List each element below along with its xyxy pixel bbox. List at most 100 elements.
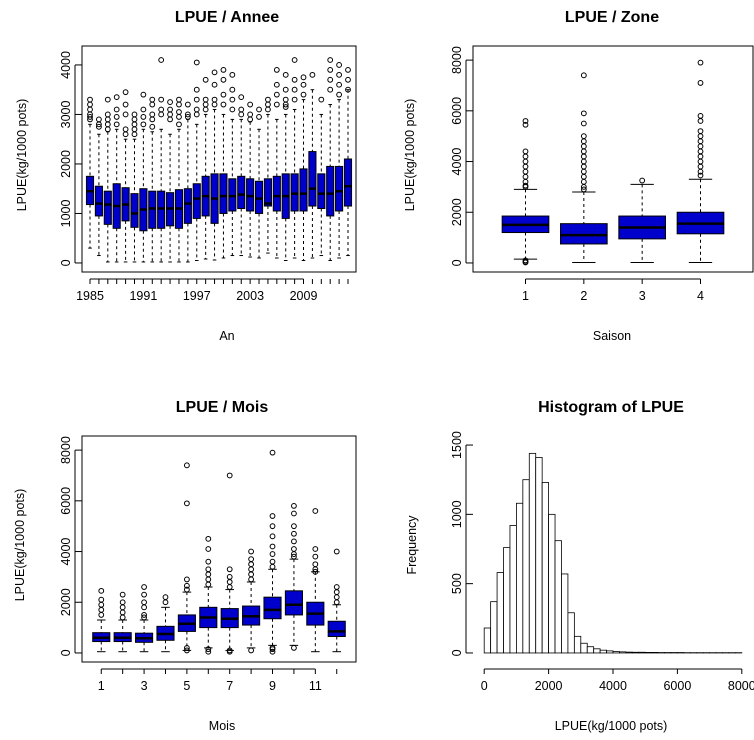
histogram-bar xyxy=(631,651,640,654)
outlier-point xyxy=(211,96,218,103)
x-axis-label: LPUE(kg/1000 pots) xyxy=(555,719,668,733)
outlier-point xyxy=(697,158,704,165)
outlier-point xyxy=(119,591,126,598)
outlier-point xyxy=(580,143,587,150)
outlier-point xyxy=(248,561,255,568)
outlier-point xyxy=(183,462,190,469)
x-tick-label: 5 xyxy=(183,679,190,693)
histogram-bar xyxy=(606,650,614,654)
histogram-bar xyxy=(528,452,537,654)
outlier-point xyxy=(158,96,165,103)
outlier-point xyxy=(269,513,276,519)
y-tick-label: 500 xyxy=(450,573,464,594)
outlier-point xyxy=(220,91,227,98)
outlier-point xyxy=(158,57,165,63)
outlier-point xyxy=(131,116,138,123)
box xyxy=(219,173,228,214)
y-tick-label: 3000 xyxy=(59,100,73,128)
outlier-point xyxy=(697,163,704,170)
outlier-point xyxy=(220,76,227,83)
x-tick-label: 11 xyxy=(309,679,322,693)
histogram-bar xyxy=(503,547,511,654)
x-tick-label: 1985 xyxy=(76,289,104,303)
plot-frame xyxy=(81,45,357,273)
outlier-point xyxy=(87,101,93,108)
outlier-point xyxy=(269,563,276,570)
outlier-point xyxy=(167,116,173,123)
x-tick-label: 0 xyxy=(481,679,488,693)
outlier-point xyxy=(96,121,102,128)
y-tick-label: 2000 xyxy=(59,588,73,616)
outlier-point xyxy=(205,546,212,552)
outlier-point xyxy=(211,81,218,88)
outlier-point xyxy=(140,106,147,113)
outlier-point xyxy=(697,118,704,124)
outlier-point xyxy=(269,543,276,550)
outlier-point xyxy=(226,648,233,655)
outlier-point xyxy=(98,606,105,613)
outlier-point xyxy=(697,138,704,145)
outlier-point xyxy=(580,110,587,117)
outlier-point xyxy=(122,111,129,118)
outlier-point xyxy=(580,133,587,140)
outlier-point xyxy=(522,121,529,128)
panel-lpue-annee: LPUE / Annee An LPUE(kg/1000 pots) 0 1000… xyxy=(15,9,357,343)
outlier-point xyxy=(122,126,129,133)
outlier-point xyxy=(318,96,325,103)
outlier-point xyxy=(580,148,587,155)
outlier-point xyxy=(282,71,289,78)
outlier-point xyxy=(119,614,126,621)
histogram-bar xyxy=(490,601,498,654)
y-tick-label: 8000 xyxy=(450,46,464,74)
box xyxy=(272,175,281,212)
outlier-point xyxy=(226,573,233,580)
outlier-point xyxy=(87,116,93,123)
histogram-bar xyxy=(599,649,607,654)
histogram-bar xyxy=(522,479,530,654)
box xyxy=(327,620,346,637)
outlier-point xyxy=(141,599,147,606)
outlier-point xyxy=(327,57,334,63)
box xyxy=(560,223,608,245)
outlier-point xyxy=(113,114,120,120)
outlier-point xyxy=(300,74,307,81)
outlier-point xyxy=(205,571,212,578)
outlier-point xyxy=(167,99,173,105)
outlier-point xyxy=(248,647,255,654)
outlier-point xyxy=(291,96,298,103)
box xyxy=(263,178,272,207)
outlier-point xyxy=(273,66,280,73)
x-tick-label: 2000 xyxy=(535,679,563,693)
x-tick-label: 8000 xyxy=(728,679,754,693)
outlier-point xyxy=(202,106,209,113)
outlier-point xyxy=(131,111,138,118)
outlier-point xyxy=(333,599,340,606)
y-axis-label: LPUE(kg/1000 pots) xyxy=(15,99,29,212)
y-axis-label: LPUE(kg/1000 pots) xyxy=(403,99,417,212)
y-tick-label: 2000 xyxy=(450,198,464,226)
outlier-point xyxy=(229,86,236,93)
box xyxy=(103,190,112,225)
outlier-point xyxy=(141,612,147,618)
y-tick-label: 0 xyxy=(450,259,464,266)
outlier-point xyxy=(149,101,156,108)
histogram-bar xyxy=(516,502,524,654)
histogram-bar xyxy=(651,652,659,654)
x-tick-label: 9 xyxy=(269,679,276,693)
outlier-point xyxy=(697,153,704,160)
x-tick-label: 1997 xyxy=(183,289,211,303)
outlier-point xyxy=(336,81,342,88)
histogram-bar xyxy=(573,635,582,654)
y-tick-label: 0 xyxy=(59,259,73,266)
box xyxy=(192,183,201,219)
outlier-point xyxy=(282,96,289,103)
outlier-point xyxy=(141,584,147,590)
y-axis-label: Frequency xyxy=(405,515,419,575)
outlier-point xyxy=(522,158,529,165)
chart-title: Histogram of LPUE xyxy=(538,399,684,416)
plot-area: 0 500 1000 1500 0 2000 4000 6000 8000 xyxy=(450,431,754,693)
outlier-point xyxy=(291,644,297,651)
histogram-bar xyxy=(619,651,627,654)
outlier-point xyxy=(522,148,529,155)
outlier-point xyxy=(522,163,529,170)
